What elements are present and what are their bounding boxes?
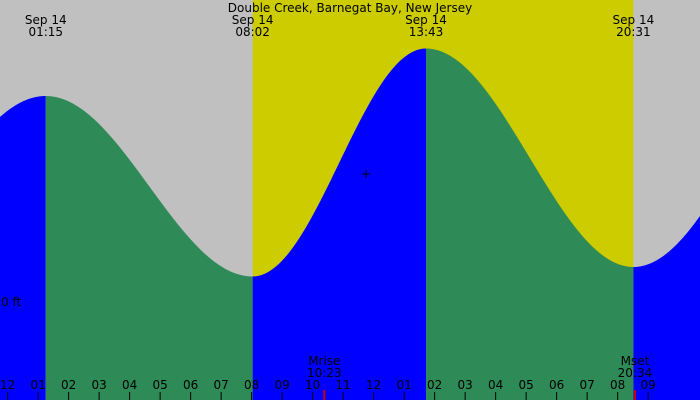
hour-tick-label: 08	[244, 378, 259, 392]
tide-event-time-label: 20:31	[616, 25, 651, 39]
current-time-marker: +	[361, 167, 371, 181]
rising-tide-area	[633, 215, 700, 400]
hour-tick-label: 09	[274, 378, 289, 392]
hour-tick-label: 09	[641, 378, 656, 392]
hour-tick-label: 05	[152, 378, 167, 392]
moon-event-name: Mrise	[308, 354, 340, 368]
tide-event-time-label: 01:15	[28, 25, 63, 39]
tide-event-date-label: Sep 14	[232, 13, 274, 27]
zero-ft-label: 0 ft	[1, 295, 21, 309]
hour-tick-label: 05	[519, 378, 534, 392]
chart-title: Double Creek, Barnegat Bay, New Jersey	[228, 1, 472, 15]
hour-tick-label: 06	[549, 378, 564, 392]
hour-tick-label: 10	[305, 378, 320, 392]
falling-tide-area	[45, 96, 253, 400]
moon-event-time: 20:34	[618, 366, 653, 380]
tide-event-time-label: 13:43	[409, 25, 444, 39]
hour-tick-label: 07	[213, 378, 228, 392]
tide-event-date-label: Sep 14	[613, 13, 655, 27]
hour-tick-label: 04	[122, 378, 137, 392]
rising-tide-area	[252, 48, 426, 400]
hour-tick-label: 06	[183, 378, 198, 392]
moon-event-time: 10:23	[307, 366, 342, 380]
hour-tick-label: 01	[30, 378, 45, 392]
tide-event-time-label: 08:02	[235, 25, 270, 39]
hour-tick-label: 07	[580, 378, 595, 392]
hour-tick-label: 03	[91, 378, 106, 392]
tide-event-date-label: Sep 14	[25, 13, 67, 27]
hour-tick-label: 02	[427, 378, 442, 392]
hour-tick-label: 01	[396, 378, 411, 392]
moon-event-name: Mset	[621, 354, 650, 368]
hour-tick-label: 08	[610, 378, 625, 392]
tide-event-date-label: Sep 14	[405, 13, 447, 27]
hour-tick-label: 02	[61, 378, 76, 392]
hour-tick-label: 03	[458, 378, 473, 392]
hour-tick-label: 12	[366, 378, 381, 392]
hour-tick-label: 11	[335, 378, 350, 392]
rising-tide-area	[0, 96, 46, 400]
hour-tick-label: 04	[488, 378, 503, 392]
hour-tick-label: 12	[0, 378, 15, 392]
falling-tide-area	[426, 48, 634, 400]
